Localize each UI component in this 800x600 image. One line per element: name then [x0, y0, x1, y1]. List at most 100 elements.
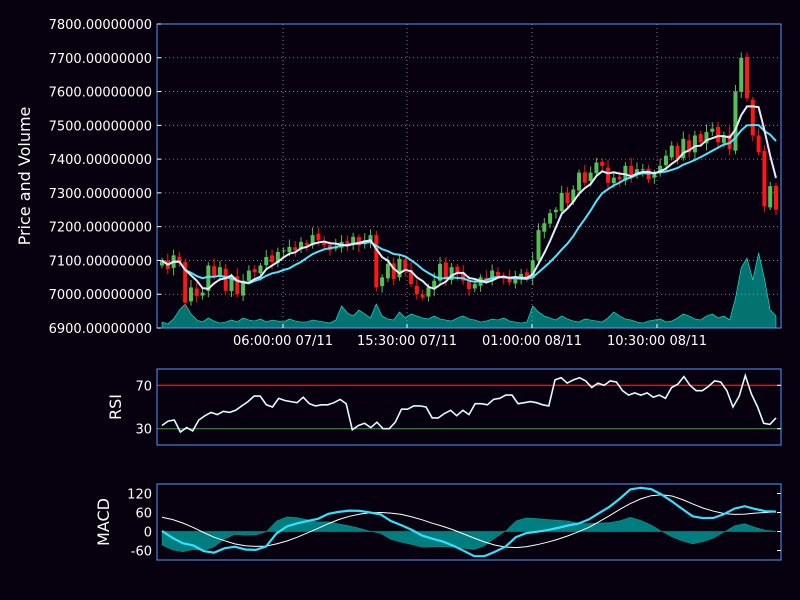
- candle: [542, 217, 547, 239]
- price-y-tick-label: 7500.00000000: [49, 119, 152, 134]
- candle-body: [380, 277, 385, 287]
- candle-body: [774, 185, 778, 210]
- candle-body: [507, 277, 512, 283]
- candle-body: [594, 162, 599, 174]
- rsi-y-tick-label: 70: [135, 379, 152, 394]
- candle-body: [304, 243, 309, 246]
- candle: [600, 158, 605, 171]
- candle: [194, 282, 199, 303]
- candle: [756, 128, 761, 156]
- candle-body: [495, 271, 500, 276]
- macd-y-tick-label: -60: [131, 545, 152, 560]
- candle: [582, 164, 587, 186]
- candle-body: [461, 272, 466, 281]
- candle-body: [710, 128, 715, 132]
- macd-histogram-fill: [161, 516, 777, 553]
- candle-body: [565, 192, 570, 204]
- candle: [183, 259, 188, 310]
- candle: [449, 263, 454, 285]
- candle: [762, 145, 767, 212]
- candle-body: [490, 270, 495, 280]
- price-y-tick-label: 6900.00000000: [49, 322, 152, 337]
- candle-body: [548, 213, 553, 224]
- price-x-tick-label: 15:30:00 07/11: [357, 334, 457, 349]
- candle: [235, 268, 240, 298]
- candle: [188, 280, 193, 306]
- candle: [681, 131, 686, 161]
- candle-body: [438, 263, 443, 281]
- rsi-axis-label: RSI: [106, 394, 125, 420]
- candle: [420, 289, 425, 301]
- candle: [745, 52, 750, 102]
- candle-body: [212, 266, 217, 276]
- price-y-ticks: 6900.00000000 7000.00000000 7100.00000000 7…: [49, 18, 161, 337]
- candle-body: [275, 252, 280, 263]
- candle: [293, 241, 298, 257]
- price-frame: [156, 23, 782, 329]
- volume-area: [161, 252, 777, 329]
- candle: [530, 252, 535, 286]
- candle-body: [530, 260, 535, 279]
- candle: [397, 254, 402, 281]
- macd-frame: [156, 483, 782, 561]
- candle-body: [745, 56, 750, 99]
- candle: [177, 252, 182, 267]
- candle-body: [571, 189, 576, 202]
- candle-body: [762, 151, 767, 207]
- candle: [733, 84, 738, 155]
- price-y-tick-label: 7600.00000000: [49, 86, 152, 101]
- candle-body: [733, 91, 738, 151]
- candle-body: [617, 176, 622, 180]
- candle-body: [223, 268, 228, 291]
- price-x-tick-label: 10:30:00 08/11: [607, 334, 707, 349]
- candle-body: [345, 241, 350, 244]
- macd-y-tick-label: 120: [127, 488, 152, 503]
- candle-body: [235, 276, 240, 295]
- candle: [368, 229, 373, 249]
- candle-body: [600, 161, 605, 166]
- macd-series: [161, 486, 777, 558]
- candle: [310, 227, 315, 249]
- candle-body: [467, 281, 471, 290]
- candle-body: [374, 235, 379, 288]
- price-y-tick-label: 7200.00000000: [49, 221, 152, 236]
- candle-body: [397, 258, 402, 278]
- candle-body: [611, 177, 616, 184]
- price-panel: 6900.00000000 7000.00000000 7100.00000000 7…: [15, 18, 782, 349]
- candle: [577, 169, 582, 197]
- candle: [634, 162, 639, 179]
- candle: [519, 268, 524, 285]
- candle: [275, 247, 280, 268]
- candle-body: [559, 192, 564, 212]
- rsi-y-ticks: 30 70: [135, 379, 781, 438]
- candle: [739, 52, 744, 98]
- candle-body: [177, 256, 182, 263]
- candle: [160, 257, 164, 269]
- candle-body: [443, 262, 448, 280]
- rsi-y-tick-label: 30: [135, 423, 152, 438]
- candle-body: [750, 99, 755, 136]
- candle-body: [455, 266, 460, 274]
- candle-body: [310, 235, 315, 246]
- price-axis-label: Price and Volume: [15, 107, 34, 246]
- price-x-ticks: 06:00:00 07/11 15:30:00 07/11 01:00:00 08/…: [233, 324, 707, 349]
- candle-body: [258, 265, 263, 274]
- candle-body: [316, 233, 321, 241]
- candle: [559, 185, 564, 215]
- price-y-tick-label: 7800.00000000: [49, 18, 152, 33]
- macd-y-tick-label: 0: [144, 526, 152, 541]
- volume-fill: [161, 252, 777, 329]
- candle: [565, 187, 570, 210]
- price-y-tick-label: 7100.00000000: [49, 254, 152, 269]
- candle-body: [229, 277, 234, 292]
- candle: [252, 265, 257, 278]
- candle: [774, 182, 778, 215]
- candle: [710, 122, 715, 137]
- macd-line: [161, 486, 777, 558]
- candle-body: [281, 250, 286, 252]
- candle-body: [409, 269, 414, 285]
- candle: [750, 96, 755, 142]
- candle-body: [634, 169, 639, 175]
- candle: [553, 207, 558, 219]
